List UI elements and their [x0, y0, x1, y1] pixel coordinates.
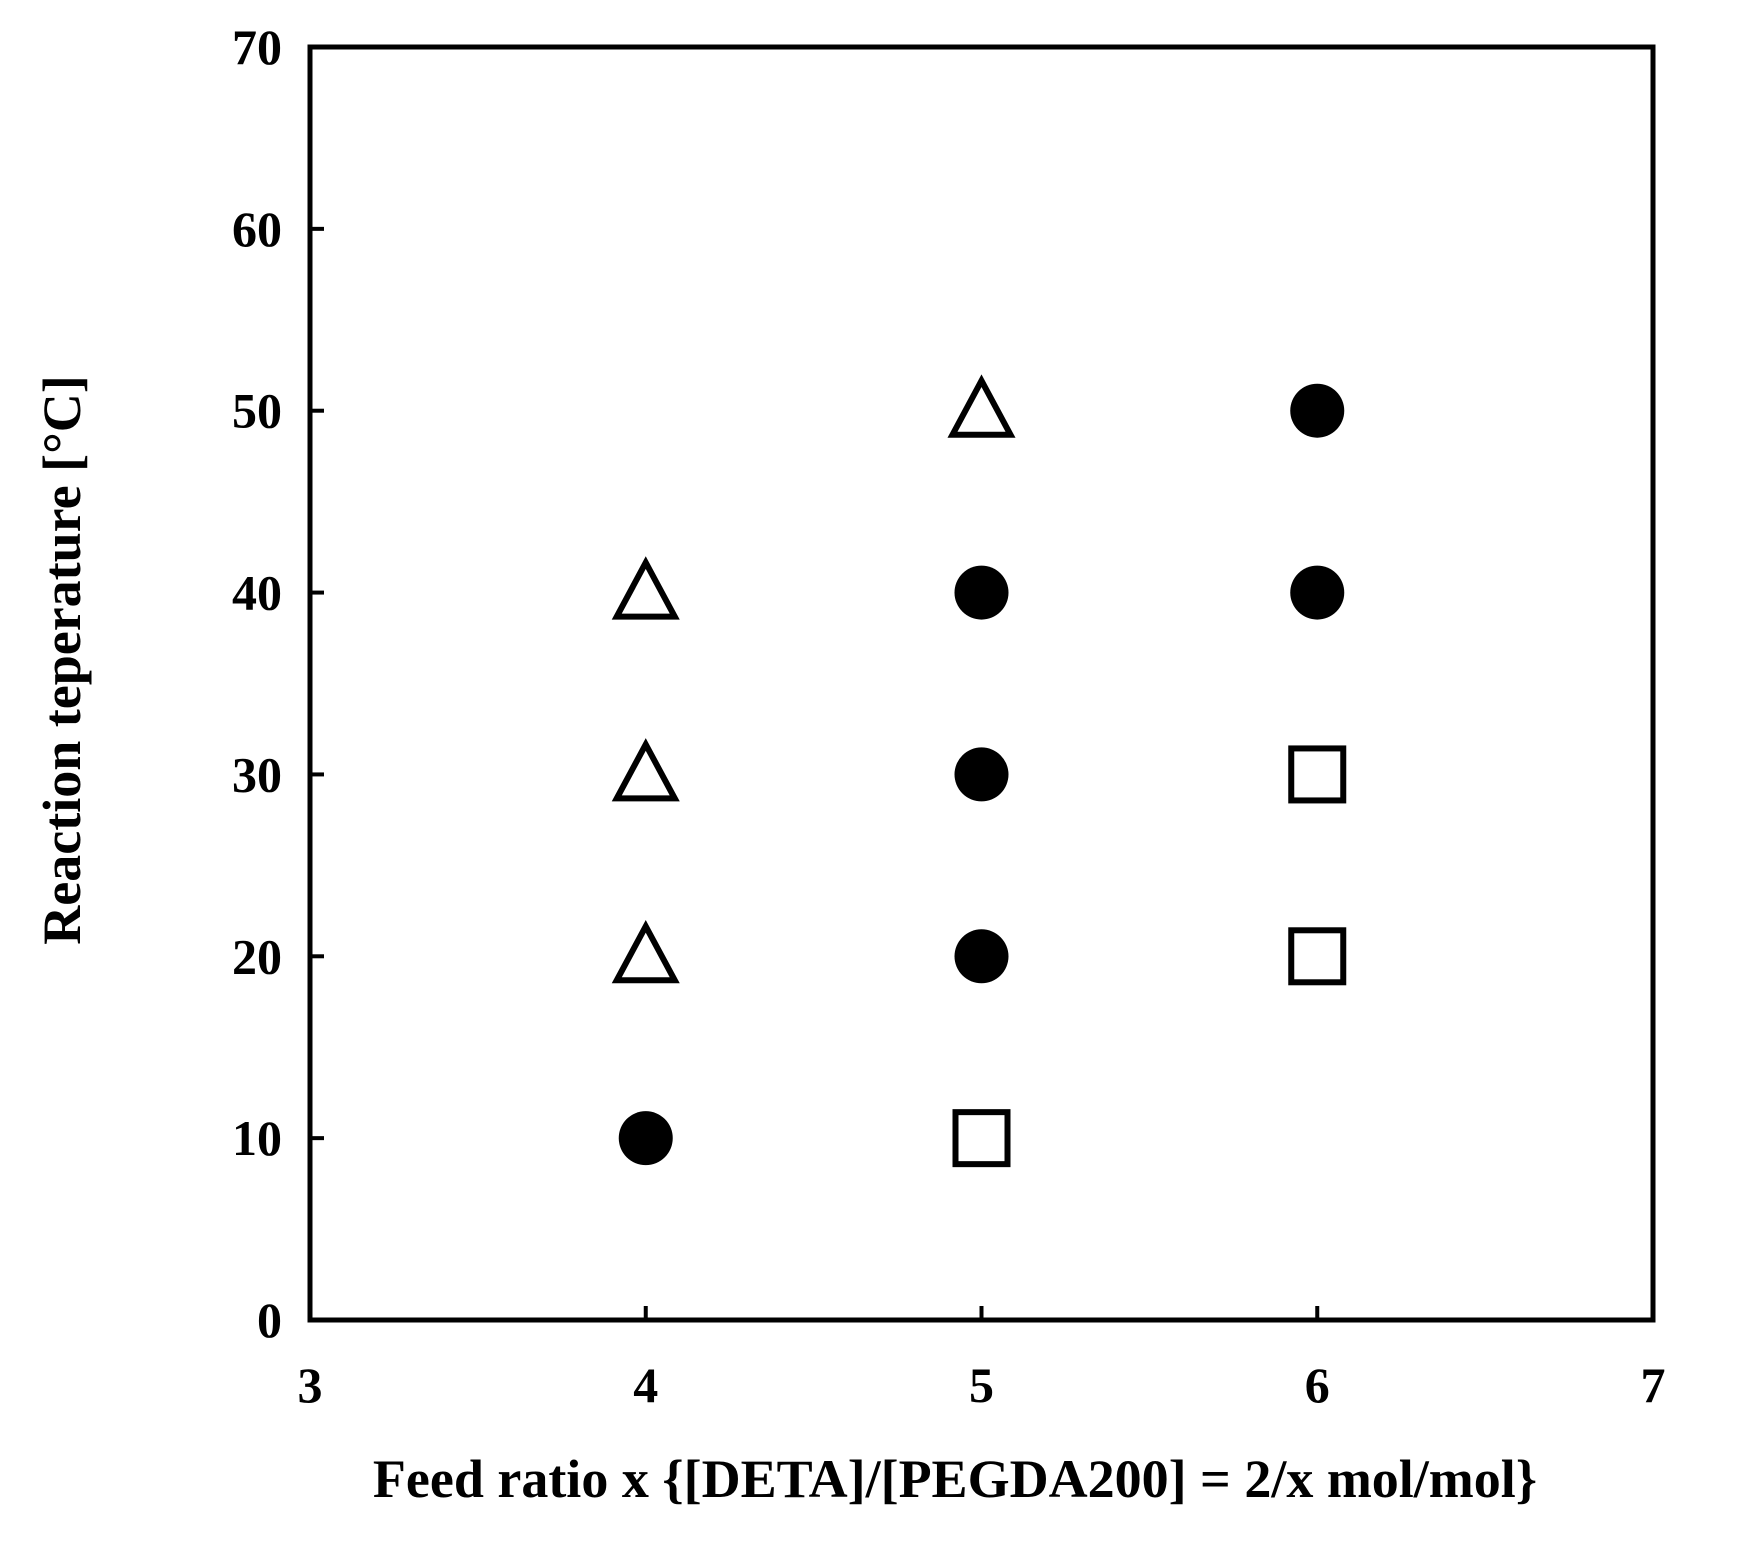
square-marker	[1288, 745, 1347, 804]
circle-marker	[1290, 383, 1345, 438]
square-marker	[1288, 927, 1347, 986]
circle-marker	[618, 1111, 673, 1166]
x-tick-label: 4	[633, 1357, 658, 1413]
triangle-marker	[611, 919, 680, 984]
square-marker	[952, 1109, 1011, 1168]
y-axis-title: Reaction teperature [°C]	[32, 375, 92, 944]
y-tick-label: 60	[232, 201, 282, 257]
y-tick-label: 50	[232, 383, 282, 439]
x-tick-label: 6	[1305, 1357, 1330, 1413]
y-tick-label: 70	[232, 19, 282, 75]
y-tick-label: 30	[232, 746, 282, 802]
x-tick-label: 5	[969, 1357, 994, 1413]
y-tick-label: 40	[232, 565, 282, 621]
x-axis-ticks: 3 4 5 6 7	[298, 1306, 1666, 1413]
triangle-marker	[611, 556, 680, 620]
triangle-marker	[611, 738, 680, 802]
y-axis-ticks: 0 10 20 30 40 50 60 70	[232, 19, 324, 1348]
y-tick-label: 0	[257, 1292, 282, 1348]
circle-marker	[954, 747, 1009, 802]
circle-marker	[1290, 565, 1345, 620]
y-tick-label: 10	[232, 1110, 282, 1166]
circle-marker	[954, 929, 1009, 984]
x-tick-label: 7	[1641, 1357, 1666, 1413]
data-markers	[611, 374, 1347, 1168]
x-axis-title: Feed ratio x {[DETA]/[PEGDA200] = 2/x mo…	[373, 1449, 1537, 1509]
y-tick-label: 20	[232, 928, 282, 984]
triangle-marker	[947, 374, 1016, 438]
x-tick-label: 3	[298, 1357, 323, 1413]
circle-marker	[954, 565, 1009, 620]
